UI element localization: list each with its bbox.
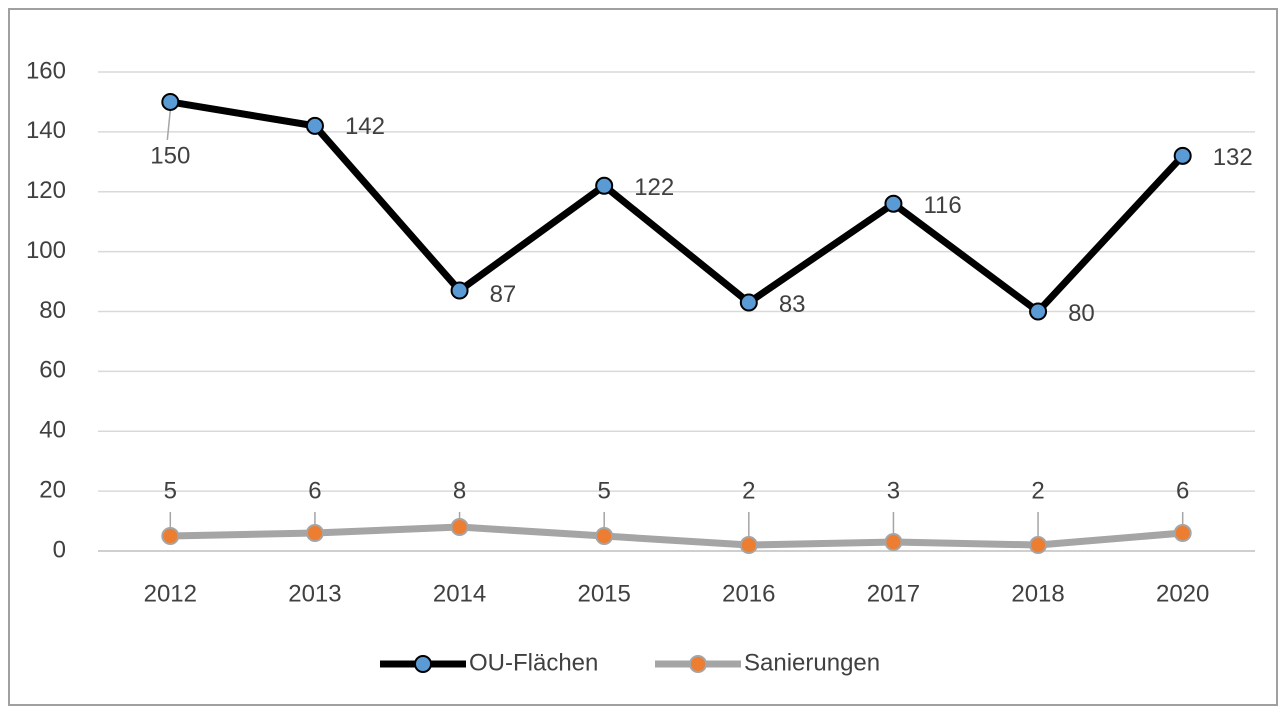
marker bbox=[305, 524, 324, 543]
y-tick-label: 40 bbox=[39, 417, 66, 444]
data-label: 5 bbox=[164, 477, 177, 504]
x-tick-label: 2014 bbox=[433, 580, 486, 607]
y-tick-label: 100 bbox=[26, 237, 66, 264]
y-tick-label: 60 bbox=[39, 357, 66, 384]
marker bbox=[161, 527, 180, 546]
x-tick-label: 2015 bbox=[577, 580, 630, 607]
data-label: 6 bbox=[1176, 477, 1189, 504]
data-label: 83 bbox=[779, 291, 806, 318]
marker bbox=[595, 527, 614, 546]
marker bbox=[739, 293, 758, 312]
y-tick-label: 120 bbox=[26, 177, 66, 204]
y-tick-label: 160 bbox=[26, 57, 66, 84]
marker bbox=[161, 92, 180, 111]
data-label: 142 bbox=[345, 113, 385, 140]
legend-marker bbox=[689, 655, 707, 673]
marker bbox=[595, 176, 614, 195]
marker bbox=[884, 533, 903, 552]
marker bbox=[1173, 524, 1192, 543]
x-tick-label: 2013 bbox=[288, 580, 341, 607]
y-tick-label: 0 bbox=[53, 536, 66, 563]
x-tick-label: 2016 bbox=[722, 580, 775, 607]
y-tick-label: 140 bbox=[26, 117, 66, 144]
legend-marker bbox=[414, 655, 432, 673]
marker bbox=[1029, 536, 1048, 555]
data-label: 116 bbox=[923, 192, 961, 219]
data-label: 150 bbox=[150, 142, 190, 169]
series-line bbox=[170, 523, 1183, 549]
marker bbox=[1173, 146, 1192, 165]
marker bbox=[450, 281, 469, 300]
chart-frame bbox=[8, 8, 1278, 706]
data-label: 132 bbox=[1213, 144, 1253, 171]
marker bbox=[884, 194, 903, 213]
data-label: 6 bbox=[308, 477, 321, 504]
legend-label: OU-Flächen bbox=[469, 649, 598, 676]
data-label: 8 bbox=[453, 477, 466, 504]
x-tick-label: 2018 bbox=[1011, 580, 1064, 607]
legend-label: Sanierungen bbox=[744, 649, 880, 676]
series-line bbox=[169, 98, 1186, 315]
data-label: 2 bbox=[1031, 477, 1044, 504]
data-label: 2 bbox=[742, 477, 755, 504]
data-label: 3 bbox=[887, 477, 900, 504]
marker bbox=[739, 536, 758, 555]
y-tick-label: 20 bbox=[39, 476, 66, 503]
data-label: 122 bbox=[634, 174, 674, 201]
data-label: 87 bbox=[490, 281, 517, 308]
data-label: 80 bbox=[1068, 300, 1095, 327]
marker bbox=[1029, 302, 1048, 321]
marker bbox=[305, 116, 324, 135]
data-label: 5 bbox=[598, 477, 611, 504]
y-tick-label: 80 bbox=[39, 297, 66, 324]
leader-line bbox=[166, 109, 172, 141]
marker bbox=[450, 518, 469, 537]
x-tick-label: 2012 bbox=[144, 580, 197, 607]
x-tick-label: 2020 bbox=[1156, 580, 1209, 607]
x-tick-label: 2017 bbox=[867, 580, 920, 607]
